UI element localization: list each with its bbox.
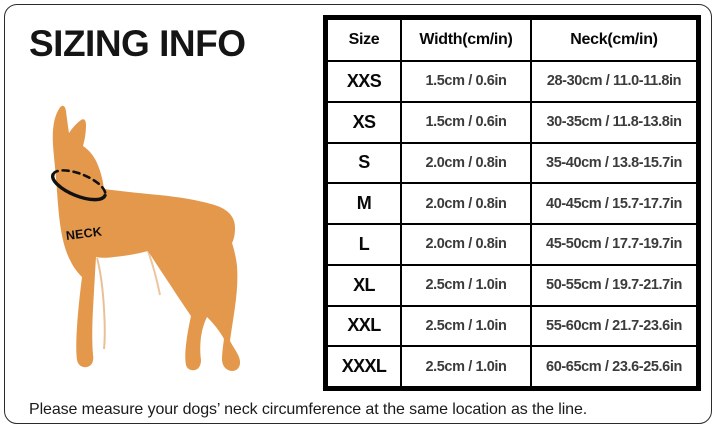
table-row: XL 2.5cm / 1.0in 50-55cm / 19.7-21.7in — [326, 263, 698, 307]
column-header-width: Width(cm/in) — [400, 18, 532, 62]
cell-neck: 35-40cm / 13.8-15.7in — [530, 141, 698, 185]
cell-neck: 45-50cm / 17.7-19.7in — [530, 223, 698, 266]
dog-body-shape — [52, 105, 241, 371]
neck-ellipse-back-dashed-arc — [51, 169, 107, 197]
cell-width: 2.0cm / 0.8in — [400, 182, 532, 225]
cell-size: L — [326, 223, 402, 266]
cell-width: 2.0cm / 0.8in — [400, 223, 532, 266]
cell-size: XXS — [326, 60, 402, 103]
column-header-size: Size — [326, 18, 402, 62]
neck-ellipse-front-arc — [51, 172, 107, 202]
size-chart-table: Size Width(cm/in) Neck(cm/in) XXS 1.5cm … — [323, 15, 701, 391]
cell-size: M — [326, 182, 402, 225]
neck-measure-ellipse — [51, 169, 107, 202]
cell-size: XL — [326, 263, 402, 307]
dog-silhouette-illustration: NECK — [19, 87, 269, 372]
table-row: XS 1.5cm / 0.6in 30-35cm / 11.8-13.8in — [326, 100, 698, 144]
table-row: XXS 1.5cm / 0.6in 28-30cm / 11.0-11.8in — [326, 60, 698, 103]
cell-neck: 28-30cm / 11.0-11.8in — [530, 60, 698, 103]
dog-shoulder-crease — [96, 257, 106, 350]
cell-width: 1.5cm / 0.6in — [400, 60, 532, 103]
cell-width: 2.5cm / 1.0in — [400, 304, 532, 348]
cell-width: 1.5cm / 0.6in — [400, 100, 532, 144]
table-row: M 2.0cm / 0.8in 40-45cm / 15.7-17.7in — [326, 182, 698, 225]
table-header-row: Size Width(cm/in) Neck(cm/in) — [326, 18, 698, 62]
dog-body-path — [52, 105, 241, 371]
table-row: XXL 2.5cm / 1.0in 55-60cm / 21.7-23.6in — [326, 304, 698, 348]
table-row: L 2.0cm / 0.8in 45-50cm / 17.7-19.7in — [326, 223, 698, 266]
sizing-info-card: SIZING INFO NECK Size Width(cm/in) Neck(… — [4, 4, 712, 424]
cell-size: XS — [326, 100, 402, 144]
cell-neck: 40-45cm / 15.7-17.7in — [530, 182, 698, 225]
cell-width: 2.5cm / 1.0in — [400, 263, 532, 307]
dog-haunch-crease — [147, 250, 161, 296]
cell-size: XXXL — [326, 345, 402, 388]
cell-size: XXL — [326, 304, 402, 348]
table-row: XXXL 2.5cm / 1.0in 60-65cm / 23.6-25.6in — [326, 345, 698, 388]
table-row: S 2.0cm / 0.8in 35-40cm / 13.8-15.7in — [326, 141, 698, 185]
cell-width: 2.5cm / 1.0in — [400, 345, 532, 388]
cell-size: S — [326, 141, 402, 185]
cell-width: 2.0cm / 0.8in — [400, 141, 532, 185]
column-header-neck: Neck(cm/in) — [530, 18, 698, 62]
cell-neck: 60-65cm / 23.6-25.6in — [530, 345, 698, 388]
page-title: SIZING INFO — [29, 23, 246, 64]
cell-neck: 55-60cm / 21.7-23.6in — [530, 304, 698, 348]
measurement-instruction-caption: Please measure your dogs’ neck circumfer… — [29, 401, 588, 418]
cell-neck: 30-35cm / 11.8-13.8in — [530, 100, 698, 144]
cell-neck: 50-55cm / 19.7-21.7in — [530, 263, 698, 307]
